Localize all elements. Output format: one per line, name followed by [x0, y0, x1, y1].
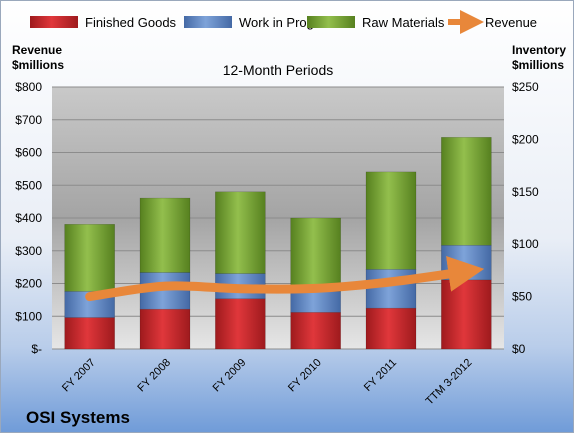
- bar-finished-goods: [441, 279, 492, 350]
- bar-raw-materials: [139, 197, 191, 273]
- bar-finished-goods: [365, 307, 417, 350]
- right-axis-ticks: $0 $50 $100 $150 $200 $250: [512, 80, 539, 356]
- legend-label-raw-materials: Raw Materials: [362, 15, 445, 30]
- right-tick-label: $0: [512, 342, 526, 356]
- left-tick-label: $300: [15, 244, 42, 258]
- bar-finished-goods: [290, 312, 341, 350]
- left-tick-label: $600: [15, 146, 42, 160]
- left-tick-label: $-: [31, 342, 42, 356]
- bar-raw-materials: [215, 191, 266, 274]
- right-tick-label: $50: [512, 290, 532, 304]
- left-axis-ticks: $- $100 $200 $300 $400 $500 $600 $700 $800: [15, 80, 42, 356]
- bar-raw-materials: [365, 171, 417, 270]
- bar-raw-materials: [290, 217, 341, 292]
- left-tick-label: $500: [15, 178, 42, 192]
- left-tick-label: $100: [15, 309, 42, 323]
- revenue-line: [85, 256, 485, 302]
- chart-title: OSI Systems: [26, 408, 130, 427]
- legend-swatch-finished-goods: [30, 16, 78, 28]
- left-axis-title-line2: $millions: [12, 58, 64, 72]
- bar-finished-goods: [215, 298, 266, 350]
- revenue-line-path: [85, 256, 485, 302]
- right-tick-label: $200: [512, 132, 539, 146]
- right-tick-label: $150: [512, 185, 539, 199]
- bar-finished-goods: [64, 317, 115, 350]
- legend: Finished Goods Work in Progress Raw Mate…: [30, 10, 537, 34]
- left-tick-label: $200: [15, 277, 42, 291]
- right-tick-label: $250: [512, 80, 539, 94]
- legend-label-revenue: Revenue: [485, 15, 537, 30]
- bar-raw-materials: [64, 224, 115, 292]
- legend-swatch-work-in-progress: [184, 16, 232, 28]
- bar-work-in-progress: [290, 291, 341, 313]
- left-tick-label: $800: [15, 80, 42, 94]
- bar-finished-goods: [139, 308, 191, 350]
- legend-item-finished-goods: Finished Goods: [30, 15, 177, 30]
- gridlines: [52, 86, 504, 350]
- left-axis-title-line1: Revenue: [12, 43, 62, 57]
- right-axis-title-line2: $millions: [512, 58, 564, 72]
- chart-subtitle: 12-Month Periods: [223, 62, 334, 78]
- legend-swatch-raw-materials: [307, 16, 355, 28]
- legend-item-raw-materials: Raw Materials: [307, 15, 445, 30]
- legend-item-revenue: Revenue: [448, 10, 537, 34]
- right-axis-title-line1: Inventory: [512, 43, 566, 57]
- legend-label-finished-goods: Finished Goods: [85, 15, 177, 30]
- left-tick-label: $700: [15, 113, 42, 127]
- right-tick-label: $100: [512, 237, 539, 251]
- bar-raw-materials: [441, 137, 492, 246]
- left-tick-label: $400: [15, 211, 42, 225]
